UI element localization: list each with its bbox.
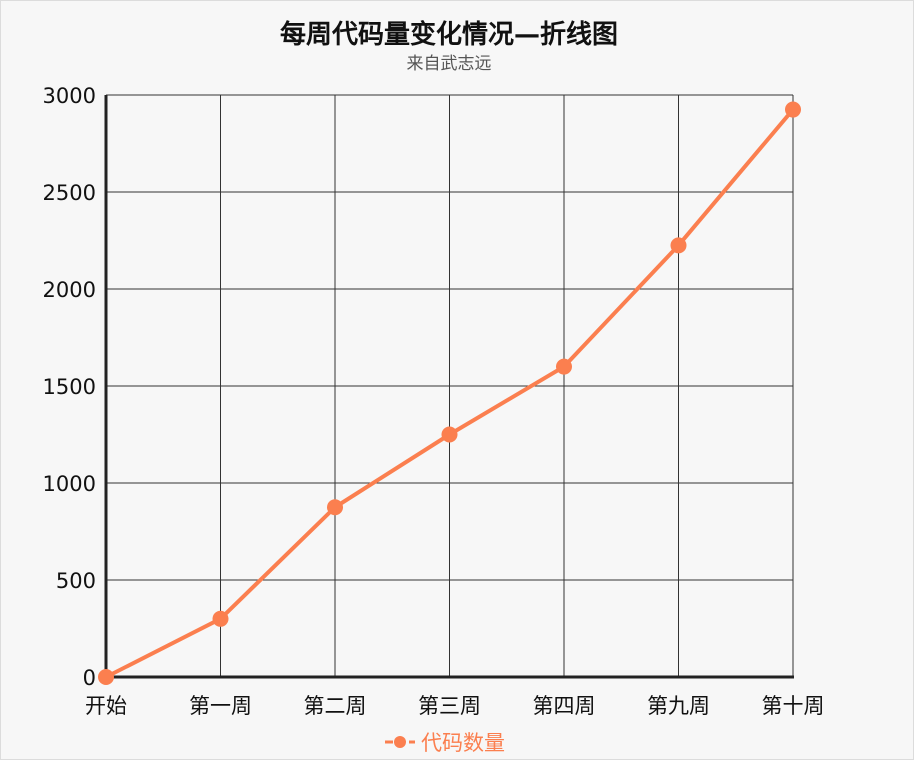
x-tick-label-0: 开始 <box>85 694 127 718</box>
y-tick-labels: 0 500 1000 1500 2000 2500 3000 <box>43 84 96 690</box>
y-tick-label-1: 500 <box>56 569 96 593</box>
chart-title: 每周代码量变化情况—折线图 <box>280 19 618 50</box>
y-tick-label-4: 2000 <box>43 278 96 302</box>
x-tick-label-5: 第九周 <box>647 694 710 718</box>
x-tick-label-6: 第十周 <box>762 694 825 718</box>
data-point-0-1[interactable] <box>212 610 229 627</box>
data-point-0-5[interactable] <box>670 237 687 254</box>
data-point-0-4[interactable] <box>556 358 572 375</box>
x-tick-label-3: 第三周 <box>418 694 481 718</box>
x-tick-label-1: 第一周 <box>189 694 252 718</box>
legend-dot-marker <box>394 736 406 748</box>
legend-label: 代码数量 <box>421 731 505 755</box>
y-tick-label-0: 0 <box>83 666 96 690</box>
data-point-0-6[interactable] <box>785 101 801 118</box>
data-point-0-3[interactable] <box>441 426 458 443</box>
data-point-0-2[interactable] <box>327 499 343 516</box>
data-point-0-0[interactable] <box>98 669 114 685</box>
axes <box>104 95 794 679</box>
x-tick-label-2: 第二周 <box>304 694 367 718</box>
y-tick-label-3: 1500 <box>43 375 96 399</box>
y-tick-label-5: 2500 <box>43 181 96 205</box>
grid-lines <box>105 94 794 678</box>
y-tick-label-6: 3000 <box>43 84 96 108</box>
x-tick-label-4: 第四周 <box>533 694 596 718</box>
legend[interactable]: 代码数量 <box>385 731 505 755</box>
chart-subtitle: 来自武志远 <box>407 54 492 74</box>
x-tick-labels: 开始 第一周 第二周 第三周 第四周 第九周 第十周 <box>85 694 825 718</box>
y-tick-label-2: 1000 <box>43 472 96 496</box>
series-layer <box>98 101 801 685</box>
